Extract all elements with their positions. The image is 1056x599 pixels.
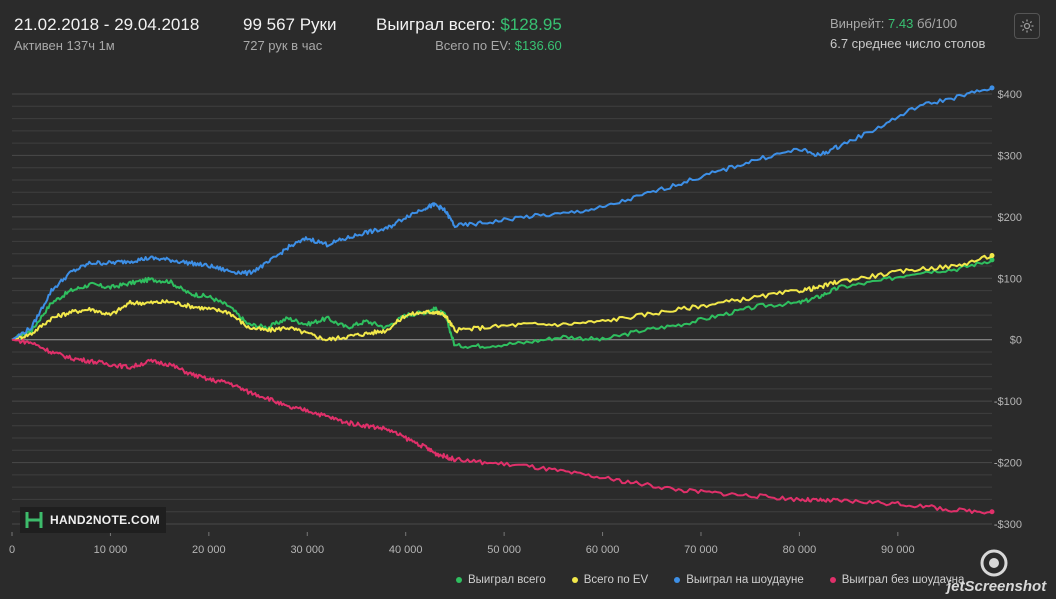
total-won-label: Выиграл всего:: [376, 15, 496, 34]
series-line-ev: [11, 254, 993, 342]
legend-dot-ev: [571, 577, 578, 583]
x-tick-label: 50 000: [487, 544, 521, 556]
winnings-block: Выиграл всего: $128.95 Всего по EV: $136…: [376, 15, 562, 53]
x-tick-label: 70 000: [684, 544, 718, 556]
y-tick-label: -$200: [994, 458, 1022, 470]
ev-total-value: $136.60: [514, 38, 562, 53]
x-tick-label: 10 000: [94, 544, 128, 556]
legend-item-non-showdown[interactable]: Выиграл без шоудауна: [829, 574, 965, 586]
legend-item-won[interactable]: Выиграл всего: [456, 574, 546, 586]
winrate-value: 7.43: [888, 16, 914, 31]
x-tick-label: 30 000: [290, 544, 324, 556]
winrate-block: Винрейт: 7.43 бб/100 6.7 среднее число с…: [830, 16, 985, 51]
x-tick-label: 80 000: [783, 544, 817, 556]
legend-item-ev[interactable]: Всего по EV: [571, 574, 649, 586]
total-won-value: $128.95: [500, 15, 562, 34]
gear-icon[interactable]: [1014, 13, 1040, 39]
series-end-point-non_showdown: [989, 509, 995, 515]
hands-count: 99 567 Руки: [243, 15, 337, 34]
avg-tables: 6.7 среднее число столов: [830, 36, 986, 51]
y-tick-label: $400: [998, 89, 1022, 101]
watermark-icon: [980, 549, 1008, 577]
y-tick-label: $200: [998, 212, 1022, 224]
hands-block: 99 567 Руки 727 рук в час: [243, 15, 337, 53]
date-range: 21.02.2018 - 29.04.2018: [14, 15, 200, 34]
hands-per-hour: 727 рук в час: [243, 38, 323, 53]
legend-dot-won: [456, 577, 462, 583]
watermark-text: jetScreenshot: [947, 578, 1047, 595]
series-end-point-ev: [989, 253, 995, 259]
hand2note-logo: HAND2NOTE.COM: [20, 507, 166, 533]
date-range-block: 21.02.2018 - 29.04.2018 Активен 137ч 1м: [14, 15, 199, 53]
winrate: Винрейт: 7.43 бб/100: [830, 16, 985, 31]
x-tick-label: 0: [9, 544, 15, 556]
winrate-label: Винрейт:: [830, 16, 885, 31]
y-tick-label: $300: [998, 150, 1022, 162]
legend-label-ev: Всего по EV: [583, 574, 649, 586]
y-tick-label: $100: [998, 273, 1022, 285]
ev-total: Всего по EV: $136.60: [376, 38, 562, 53]
x-tick-label: 60 000: [586, 544, 620, 556]
series-line-showdown: [11, 87, 993, 341]
series-line-won: [11, 259, 993, 349]
active-time: Активен 137ч 1м: [14, 38, 115, 53]
winrate-unit: бб/100: [916, 16, 958, 31]
legend-label-non-showdown: Выиграл без шоудауна: [841, 574, 965, 586]
y-tick-label: -$300: [994, 519, 1022, 531]
total-won: Выиграл всего: $128.95: [376, 15, 562, 35]
series-end-point-showdown: [989, 85, 995, 91]
hand2note-logo-icon: [25, 512, 43, 528]
x-tick-label: 90 000: [881, 544, 915, 556]
x-tick-label: 40 000: [389, 544, 423, 556]
legend-dot-showdown: [674, 577, 681, 583]
legend-label-showdown: Выиграл на шоудауне: [686, 574, 804, 586]
x-tick-label: 20 000: [192, 544, 226, 556]
gear-icon-glyph: [1020, 19, 1034, 33]
series-line-non_showdown: [11, 338, 993, 515]
series-end-point-won: [989, 257, 995, 263]
ev-total-label: Всего по EV:: [435, 38, 512, 53]
legend: Выиграл всего Всего по EV Выиграл на шоу…: [456, 574, 964, 586]
hand2note-logo-text: HAND2NOTE.COM: [50, 513, 160, 527]
legend-item-showdown[interactable]: Выиграл на шоудауне: [674, 574, 804, 586]
legend-dot-non-showdown: [829, 577, 836, 583]
y-tick-label: -$100: [994, 396, 1022, 408]
jetscreenshot-watermark: jetScreenshot: [945, 548, 1055, 599]
legend-label-won: Выиграл всего: [468, 574, 546, 586]
y-tick-label: $0: [1010, 335, 1022, 347]
